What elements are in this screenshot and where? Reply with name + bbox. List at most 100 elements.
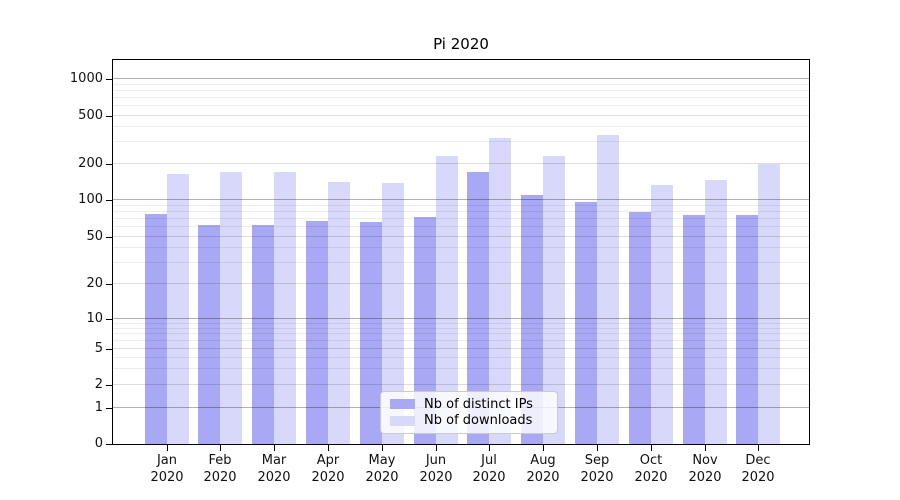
x-tick-label-feb: Feb 2020 [188, 452, 252, 486]
x-tick-month: Oct [639, 453, 663, 468]
legend-item-distinct-ips: Nb of distinct IPs [390, 397, 548, 412]
x-tick-label-oct: Oct 2020 [619, 452, 683, 486]
bar-downloads-jan [167, 174, 189, 444]
x-tick-year: 2020 [257, 470, 291, 485]
legend-swatch-downloads [390, 415, 415, 426]
x-tick-year: 2020 [741, 470, 775, 485]
bar-downloads-aug [543, 156, 565, 444]
x-tick-label-apr: Apr 2020 [296, 452, 360, 486]
x-tick-label-may: May 2020 [350, 452, 414, 486]
bar-ips-sep [575, 202, 597, 444]
y-tick-label-1000: 1000 [69, 71, 103, 86]
x-tick-month: Jan [156, 453, 178, 468]
bar-downloads-oct [651, 185, 673, 444]
legend-item-downloads: Nb of downloads [390, 413, 548, 428]
x-tick-year: 2020 [150, 470, 184, 485]
x-tick-year: 2020 [419, 470, 453, 485]
x-tick-nov [705, 445, 706, 451]
x-tick-month: May [368, 453, 396, 468]
x-tick-month: Mar [261, 453, 287, 468]
bar-downloads-feb [220, 172, 242, 444]
bar-ips-mar [252, 225, 274, 444]
legend-label-downloads: Nb of downloads [424, 413, 533, 429]
bar-ips-dec [736, 215, 758, 444]
x-tick-month: Feb [208, 453, 232, 468]
y-tick-label-100: 100 [78, 192, 103, 207]
bar-ips-nov [683, 215, 705, 444]
y-tick-5 [106, 349, 112, 350]
bars-layer [113, 60, 809, 444]
legend-label-distinct-ips: Nb of distinct IPs [424, 396, 533, 412]
legend-swatch-distinct-ips [390, 399, 415, 410]
bar-ips-may [360, 222, 382, 444]
x-tick-year: 2020 [203, 470, 237, 485]
bar-ips-jan [145, 214, 167, 444]
y-tick-200 [106, 164, 112, 165]
x-tick-label-jul: Jul 2020 [457, 452, 521, 486]
chart-title: Pi 2020 [433, 35, 489, 53]
x-tick-year: 2020 [634, 470, 668, 485]
bar-downloads-apr [328, 182, 350, 444]
y-tick-0 [106, 444, 112, 445]
x-tick-jun [436, 445, 437, 451]
x-tick-dec [758, 445, 759, 451]
y-tick-label-1: 1 [94, 400, 103, 415]
x-tick-year: 2020 [472, 470, 506, 485]
x-tick-year: 2020 [311, 470, 345, 485]
x-tick-oct [651, 445, 652, 451]
plot-area: Nb of distinct IPs Nb of downloads [112, 59, 810, 445]
x-tick-month: Jun [425, 453, 447, 468]
x-tick-month: Sep [584, 453, 610, 468]
x-tick-jan [167, 445, 168, 451]
x-tick-year: 2020 [688, 470, 722, 485]
y-tick-label-10: 10 [86, 311, 103, 326]
y-tick-label-20: 20 [86, 276, 103, 291]
x-tick-year: 2020 [526, 470, 560, 485]
y-tick-2 [106, 385, 112, 386]
x-tick-aug [543, 445, 544, 451]
legend: Nb of distinct IPs Nb of downloads [380, 391, 558, 434]
bar-downloads-sep [597, 135, 619, 444]
bar-ips-apr [306, 221, 328, 444]
x-tick-label-aug: Aug 2020 [511, 452, 575, 486]
y-tick-500 [106, 116, 112, 117]
bar-ips-jun [414, 217, 436, 444]
y-tick-label-0: 0 [94, 436, 103, 451]
y-tick-20 [106, 284, 112, 285]
x-tick-may [382, 445, 383, 451]
x-tick-apr [328, 445, 329, 451]
x-tick-label-mar: Mar 2020 [242, 452, 306, 486]
y-tick-10 [106, 319, 112, 320]
x-tick-month: Aug [530, 453, 556, 468]
y-tick-1 [106, 408, 112, 409]
x-tick-label-jan: Jan 2020 [135, 452, 199, 486]
x-tick-month: Apr [316, 453, 340, 468]
x-tick-label-dec: Dec 2020 [726, 452, 790, 486]
x-tick-year: 2020 [580, 470, 614, 485]
y-tick-50 [106, 237, 112, 238]
y-tick-label-200: 200 [78, 156, 103, 171]
x-tick-month: Jul [481, 453, 497, 468]
x-tick-feb [220, 445, 221, 451]
bar-downloads-dec [758, 164, 780, 444]
x-tick-jul [489, 445, 490, 451]
bar-downloads-nov [705, 180, 727, 444]
x-tick-mar [274, 445, 275, 451]
y-tick-1000 [106, 79, 112, 80]
y-tick-label-2: 2 [94, 377, 103, 392]
bar-downloads-may [382, 183, 404, 444]
bar-downloads-jun [436, 156, 458, 444]
y-tick-label-50: 50 [86, 229, 103, 244]
x-tick-month: Dec [745, 453, 771, 468]
bar-ips-aug [521, 195, 543, 444]
bar-ips-oct [629, 212, 651, 444]
bar-ips-feb [198, 225, 220, 444]
y-tick-100 [106, 200, 112, 201]
y-tick-label-500: 500 [78, 108, 103, 123]
x-tick-label-sep: Sep 2020 [565, 452, 629, 486]
y-tick-label-5: 5 [94, 341, 103, 356]
x-tick-label-jun: Jun 2020 [404, 452, 468, 486]
bar-ips-jul [467, 172, 489, 444]
x-tick-label-nov: Nov 2020 [673, 452, 737, 486]
